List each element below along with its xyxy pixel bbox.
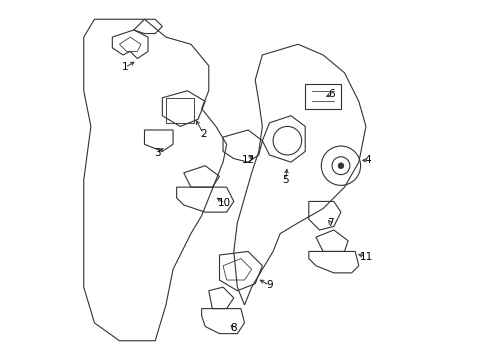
Text: 11: 11	[359, 252, 372, 262]
Text: 8: 8	[230, 323, 237, 333]
Text: 9: 9	[265, 280, 272, 291]
Text: 10: 10	[218, 198, 231, 208]
Bar	[305, 84, 340, 109]
Text: 7: 7	[326, 218, 333, 228]
Text: 3: 3	[153, 148, 160, 158]
Text: 6: 6	[328, 89, 335, 99]
Text: 4: 4	[364, 156, 370, 165]
Circle shape	[337, 163, 343, 168]
Text: 1: 1	[122, 63, 128, 72]
Text: 5: 5	[282, 175, 288, 185]
Text: 2: 2	[200, 129, 206, 139]
Text: 12: 12	[241, 156, 254, 165]
